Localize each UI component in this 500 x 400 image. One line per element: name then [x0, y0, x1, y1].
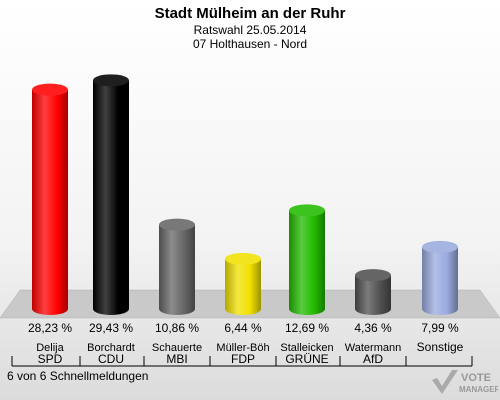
bar-top: [159, 218, 195, 231]
candidate-label: Schauerte: [152, 342, 202, 354]
bar-sonstige: [422, 240, 458, 315]
bar-top: [289, 204, 325, 217]
value-label: 7,99 %: [421, 321, 459, 335]
value-label: 28,23 %: [28, 321, 72, 335]
bar-grüne: [289, 204, 325, 315]
candidate-label: Delija: [36, 342, 64, 354]
bar-body: [32, 89, 68, 316]
checkmark-icon: [432, 370, 458, 394]
footer-note: 6 von 6 Schnellmeldungen: [7, 369, 149, 383]
bar-afd: [355, 269, 391, 315]
election-subtitle: Ratswahl 25.05.2014: [193, 23, 307, 37]
candidate-label: Müller-Böh: [216, 342, 269, 354]
value-label: 10,86 %: [155, 321, 199, 335]
value-label: 6,44 %: [224, 321, 262, 335]
bar-top: [32, 83, 68, 96]
bar-mbi: [159, 218, 195, 315]
value-label: 29,43 %: [89, 321, 133, 335]
district-subtitle: 07 Holthausen - Nord: [192, 37, 308, 51]
bar-spd: [32, 83, 68, 316]
bar-top: [355, 269, 391, 282]
bar-body: [355, 275, 391, 315]
bar-body: [93, 80, 129, 315]
party-label: GRÜNE: [285, 352, 328, 366]
bar-body: [159, 224, 195, 315]
chart-header: Stadt Mülheim an der Ruhr Ratswahl 25.05…: [0, 0, 500, 51]
svg-text:MANAGER: MANAGER: [459, 385, 498, 394]
party-label: AfD: [363, 352, 383, 366]
bar-top: [93, 74, 129, 87]
bar-body: [289, 210, 325, 315]
party-label: MBI: [166, 352, 187, 366]
vote-manager-logo: VOTE MANAGER: [432, 370, 498, 394]
party-label: Sonstige: [417, 340, 464, 354]
bar-top: [422, 240, 458, 253]
party-label: SPD: [38, 352, 63, 366]
chart-title: Stadt Mülheim an der Ruhr: [154, 5, 346, 22]
svg-text:VOTE: VOTE: [461, 372, 491, 384]
value-label: 4,36 %: [354, 321, 392, 335]
party-label: CDU: [98, 352, 124, 366]
bar-cdu: [93, 74, 129, 315]
bar-body: [225, 258, 261, 315]
value-label: 12,69 %: [285, 321, 329, 335]
candidate-label: Borchardt: [87, 342, 135, 354]
party-label: FDP: [231, 352, 255, 366]
bar-body: [422, 246, 458, 315]
bar-fdp: [225, 252, 261, 315]
candidate-label: Stalleicken: [280, 342, 333, 354]
bar-top: [225, 252, 261, 265]
candidate-label: Watermann: [345, 342, 401, 354]
